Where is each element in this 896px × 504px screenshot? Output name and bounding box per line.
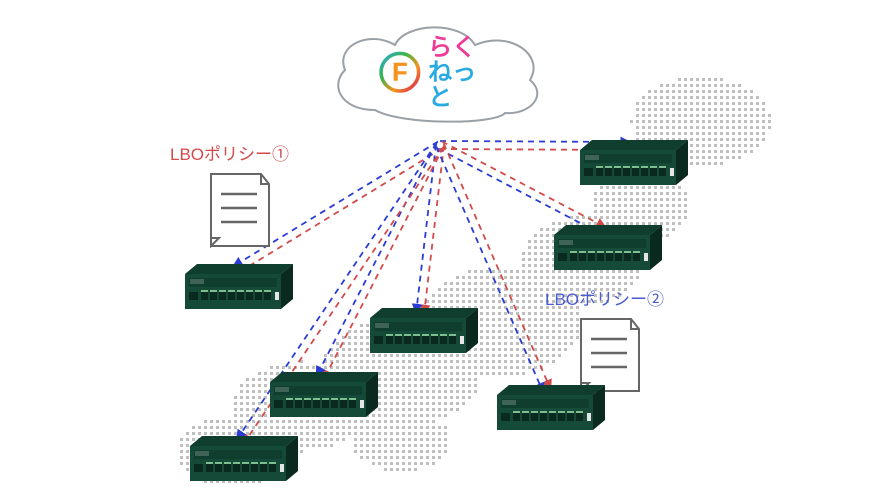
- network-switch: [497, 385, 605, 430]
- policy-document-1: [205, 170, 275, 250]
- cloud-service: F らく ねっと: [320, 15, 550, 130]
- network-switch: [270, 372, 378, 417]
- network-switch: [554, 225, 662, 270]
- logo-jp-bot: ねっと: [428, 60, 492, 110]
- logo-jp-top: らく: [428, 35, 492, 60]
- logo-ring-icon: F: [378, 48, 423, 98]
- network-switch: [580, 140, 688, 185]
- policy-document-2: [575, 315, 645, 395]
- network-switch: [185, 264, 293, 309]
- cloud-logo: F らく ねっと: [378, 35, 493, 111]
- logo-letter: F: [392, 59, 407, 87]
- policy-label-2: LBOポリシー②: [545, 285, 664, 310]
- network-switch: [370, 308, 478, 353]
- policy-label-1: LBOポリシー①: [170, 140, 289, 165]
- network-switch: [190, 436, 298, 481]
- logo-jp: らく ねっと: [428, 35, 492, 111]
- diagram-canvas: F らく ねっと LBOポリシー① LBOポリシー②: [0, 0, 896, 504]
